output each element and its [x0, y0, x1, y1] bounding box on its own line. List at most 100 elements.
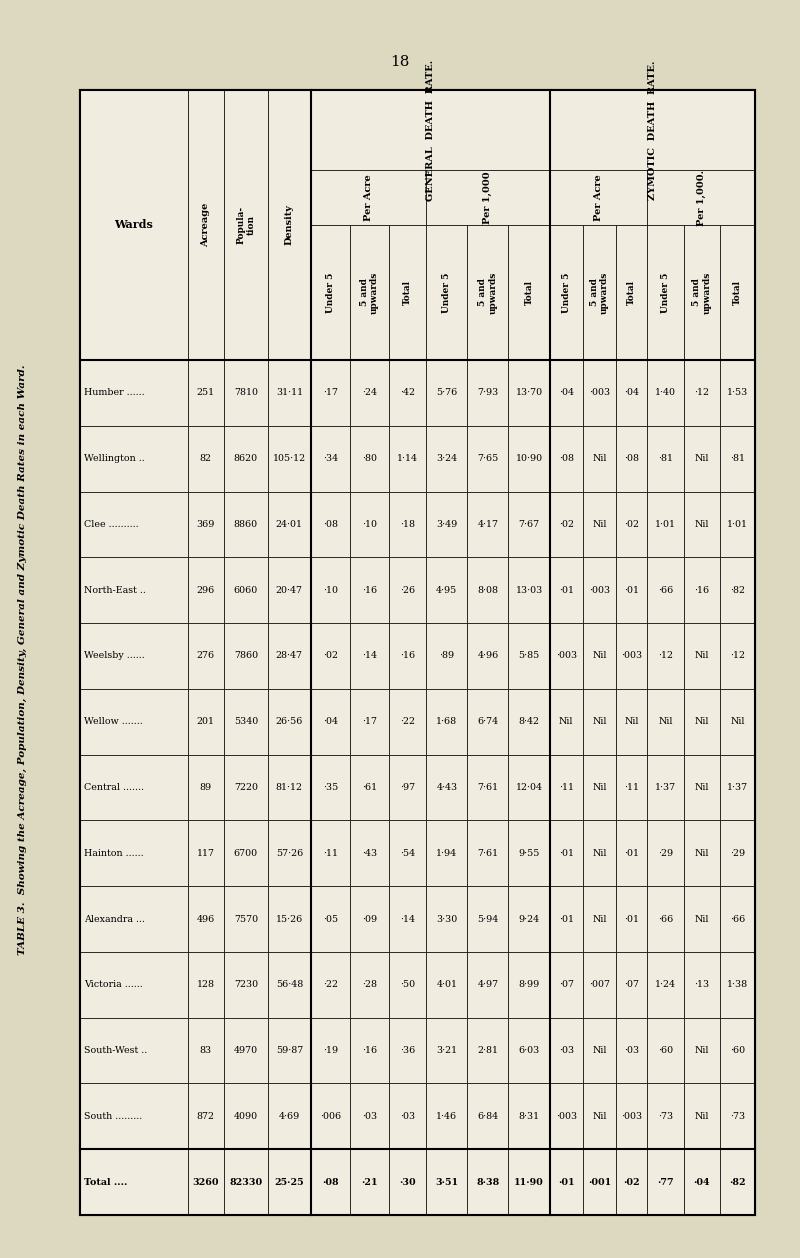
Bar — [224, 1083, 268, 1150]
Text: 1·14: 1·14 — [398, 454, 418, 463]
Text: Nil: Nil — [559, 717, 574, 726]
Text: ·66: ·66 — [658, 915, 673, 923]
Bar — [683, 557, 720, 623]
Bar — [426, 623, 467, 689]
Bar — [389, 623, 426, 689]
Bar — [683, 1083, 720, 1150]
Bar — [311, 425, 350, 492]
Bar — [224, 492, 268, 557]
Text: North-East ..: North-East .. — [84, 586, 146, 595]
Text: ·02: ·02 — [623, 1177, 640, 1186]
Text: ·12: ·12 — [694, 389, 709, 398]
Bar — [350, 225, 389, 360]
Bar — [311, 952, 350, 1018]
Text: ·14: ·14 — [362, 652, 377, 660]
Text: Nil: Nil — [592, 454, 606, 463]
Text: 1·24: 1·24 — [655, 980, 676, 989]
Bar — [509, 360, 550, 425]
Text: 251: 251 — [197, 389, 214, 398]
Bar — [350, 360, 389, 425]
Bar — [583, 225, 616, 360]
Bar — [188, 492, 224, 557]
Text: 6·84: 6·84 — [478, 1112, 498, 1121]
Text: ·07: ·07 — [558, 980, 574, 989]
Text: 3260: 3260 — [193, 1177, 219, 1186]
Text: ·08: ·08 — [322, 1177, 338, 1186]
Bar — [188, 689, 224, 755]
Text: ·82: ·82 — [730, 586, 745, 595]
Text: 82: 82 — [200, 454, 212, 463]
Text: 25·25: 25·25 — [274, 1177, 304, 1186]
Text: ·16: ·16 — [400, 652, 415, 660]
Text: ·16: ·16 — [362, 1047, 377, 1055]
Bar — [389, 492, 426, 557]
Bar — [720, 1083, 755, 1150]
Bar — [583, 1150, 616, 1215]
Bar — [426, 1083, 467, 1150]
Bar — [583, 952, 616, 1018]
Text: 5340: 5340 — [234, 717, 258, 726]
Text: ·05: ·05 — [323, 915, 338, 923]
Bar — [268, 1018, 311, 1083]
Text: Total ....: Total .... — [84, 1177, 127, 1186]
Text: 6700: 6700 — [234, 849, 258, 858]
Bar — [683, 820, 720, 886]
Bar — [389, 1018, 426, 1083]
Bar — [550, 170, 647, 225]
Text: 3·51: 3·51 — [435, 1177, 458, 1186]
Bar — [616, 360, 647, 425]
Text: ·42: ·42 — [400, 389, 415, 398]
Bar — [188, 1018, 224, 1083]
Bar — [647, 557, 683, 623]
Text: Nil: Nil — [592, 915, 606, 923]
Bar — [80, 492, 188, 557]
Bar — [583, 492, 616, 557]
Text: 4·01: 4·01 — [436, 980, 458, 989]
Text: 4·17: 4·17 — [478, 520, 498, 528]
Bar — [647, 1083, 683, 1150]
Text: ·24: ·24 — [362, 389, 377, 398]
Text: 1·40: 1·40 — [655, 389, 676, 398]
Bar — [350, 623, 389, 689]
Bar — [550, 1018, 583, 1083]
Bar — [268, 623, 311, 689]
Text: 276: 276 — [197, 652, 214, 660]
Text: TABLE 3.  Showing the Acreage, Population, Density, General and Zymotic Death Ra: TABLE 3. Showing the Acreage, Population… — [18, 365, 26, 955]
Bar — [683, 1018, 720, 1083]
Bar — [509, 623, 550, 689]
Bar — [550, 225, 583, 360]
Text: Nil: Nil — [592, 717, 606, 726]
Text: Nil: Nil — [592, 520, 606, 528]
Bar — [80, 689, 188, 755]
Text: 31·11: 31·11 — [276, 389, 303, 398]
Bar — [583, 1018, 616, 1083]
Text: ·02: ·02 — [558, 520, 574, 528]
Bar — [188, 557, 224, 623]
Bar — [616, 492, 647, 557]
Text: Nil: Nil — [658, 717, 673, 726]
Text: Nil: Nil — [592, 1112, 606, 1121]
Text: ·007: ·007 — [589, 980, 610, 989]
Text: Per 1,000: Per 1,000 — [483, 171, 493, 224]
Bar — [467, 1150, 509, 1215]
Text: 872: 872 — [197, 1112, 214, 1121]
Text: ·34: ·34 — [323, 454, 338, 463]
Bar — [350, 492, 389, 557]
Bar — [224, 689, 268, 755]
Text: ·81: ·81 — [730, 454, 745, 463]
Bar — [80, 91, 755, 1215]
Bar — [616, 952, 647, 1018]
Bar — [389, 952, 426, 1018]
Bar — [683, 952, 720, 1018]
Bar — [509, 225, 550, 360]
Bar — [647, 1018, 683, 1083]
Text: ·11: ·11 — [558, 782, 574, 793]
Text: Nil: Nil — [730, 717, 745, 726]
Text: 5 and
upwards: 5 and upwards — [478, 272, 498, 313]
Bar — [720, 360, 755, 425]
Bar — [683, 225, 720, 360]
Text: ·89: ·89 — [439, 652, 454, 660]
Bar — [268, 755, 311, 820]
Text: Wellington ..: Wellington .. — [84, 454, 145, 463]
Text: 5 and
upwards: 5 and upwards — [590, 272, 609, 313]
